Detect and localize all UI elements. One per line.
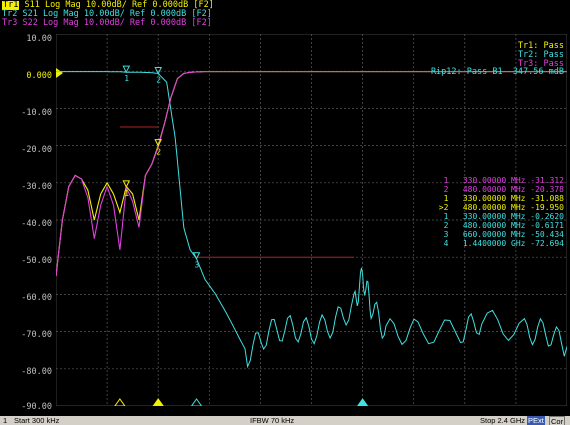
axis-marker-indicator — [356, 398, 369, 406]
marker-number: 3 — [195, 261, 200, 270]
trace2-header[interactable]: Tr2 S21 Log Mag 10.00dB/ Ref 0.000dB [F2… — [2, 9, 212, 19]
limit-test-tr1: Tr1: Pass — [517, 41, 564, 51]
marker-triangle — [122, 65, 131, 74]
trace-line-2 — [56, 71, 567, 369]
marker-triangle — [122, 180, 131, 189]
y-tick-label: -80.00 — [21, 367, 52, 377]
y-tick-label: -90.00 — [21, 402, 52, 412]
marker-triangle — [154, 139, 163, 147]
marker-readout: 1 330.00000 MHz -0.2620 — [443, 212, 564, 221]
marker-readout: 4 1.4400000 GHz -72.694 — [443, 239, 564, 248]
marker-triangle — [154, 67, 163, 75]
y-tick-label: -60.00 — [21, 293, 52, 303]
ifbw-setting[interactable]: IFBW 70 kHz — [250, 416, 295, 425]
marker-readout: 1 330.00000 MHz -31.312 — [443, 176, 564, 185]
status-bar: 1 Start 300 kHz IFBW 70 kHz Stop 2.4 GHz… — [0, 416, 570, 425]
port-extension-indicator[interactable]: PExt — [527, 416, 545, 425]
trace3-header[interactable]: Tr3 S22 Log Mag 10.00dB/ Ref 0.000dB [F2… — [2, 18, 212, 28]
traces — [56, 71, 567, 369]
y-tick-label: -70.00 — [21, 330, 52, 340]
y-tick-label-ref: 0.000 — [26, 71, 52, 81]
marker-number: 1 — [124, 74, 129, 83]
stop-frequency[interactable]: Stop 2.4 GHz — [480, 416, 526, 425]
marker-readout: 3 660.00000 MHz -50.434 — [443, 230, 564, 239]
channel-number: 1 — [3, 416, 8, 425]
start-frequency[interactable]: Start 300 kHz — [14, 416, 60, 425]
y-tick-label: -50.00 — [21, 256, 52, 266]
ripple-test-result: Rip12: Pass B1 347.56 mdB — [430, 67, 564, 77]
marker-number: 2 — [156, 76, 161, 85]
trace-line-3 — [56, 71, 567, 276]
y-tick-label: -10.00 — [21, 108, 52, 118]
plot-area[interactable]: 1 2 1 2 3 — [56, 34, 567, 406]
y-tick-label: -40.00 — [21, 219, 52, 229]
marker-triangle — [192, 252, 201, 260]
marker-number: 1 — [124, 189, 129, 198]
reference-level-arrow[interactable] — [56, 68, 63, 78]
axis-marker-indicator — [114, 398, 126, 406]
marker-readout-active: >2 480.00000 MHz -19.950 — [438, 203, 564, 212]
limit-test-tr3: Tr3: Pass — [517, 59, 564, 69]
trace1-header[interactable]: Tr1 S11 Log Mag 10.00dB/ Ref 0.000dB [F2… — [2, 1, 214, 10]
trace1-badge[interactable]: Tr1 — [2, 0, 20, 10]
y-tick-label: 10.00 — [26, 34, 52, 44]
marker-readout: 1 330.00000 MHz -31.088 — [443, 194, 564, 203]
trace-markers: 1 2 1 2 3 — [114, 65, 369, 406]
axis-marker-indicator — [190, 398, 203, 406]
marker-number: 2 — [156, 148, 161, 157]
axis-marker-indicator — [152, 398, 164, 406]
trace1-settings: S11 Log Mag 10.00dB/ Ref 0.000dB [F2] — [19, 0, 214, 10]
marker-readout: 2 480.00000 MHz -20.378 — [443, 185, 564, 194]
limit-test-tr2: Tr2: Pass — [517, 50, 564, 60]
marker-readout: 2 480.00000 MHz -0.6171 — [443, 221, 564, 230]
y-tick-label: -20.00 — [21, 145, 52, 155]
grid — [56, 34, 567, 406]
correction-indicator[interactable]: Cor — [549, 416, 566, 425]
y-tick-label: -30.00 — [21, 182, 52, 192]
